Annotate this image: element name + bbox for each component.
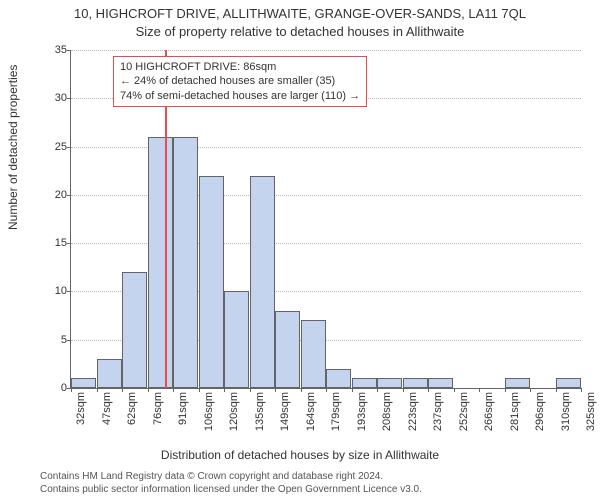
xtick-mark — [250, 388, 251, 392]
xtick-mark — [122, 388, 123, 392]
xtick-mark — [428, 388, 429, 392]
ytick-mark — [67, 243, 71, 244]
xtick-label: 164sqm — [305, 392, 317, 452]
ytick-label: 0 — [27, 382, 67, 394]
ytick-label: 10 — [27, 285, 67, 297]
histogram-bar — [377, 378, 402, 388]
histogram-bar — [122, 272, 147, 388]
xtick-label: 237sqm — [432, 392, 444, 452]
xtick-mark — [148, 388, 149, 392]
annotation-line3: 74% of semi-detached houses are larger (… — [120, 89, 360, 103]
xtick-mark — [275, 388, 276, 392]
xtick-mark — [173, 388, 174, 392]
footer-attribution: Contains HM Land Registry data © Crown c… — [40, 470, 580, 496]
histogram-bar — [71, 378, 96, 388]
xtick-mark — [377, 388, 378, 392]
xtick-label: 223sqm — [407, 392, 419, 452]
ytick-mark — [67, 98, 71, 99]
gridline — [71, 50, 581, 51]
ytick-label: 5 — [27, 334, 67, 346]
xtick-label: 135sqm — [254, 392, 266, 452]
xtick-label: 296sqm — [534, 392, 546, 452]
xtick-mark — [479, 388, 480, 392]
histogram-bar — [505, 378, 530, 388]
xtick-mark — [505, 388, 506, 392]
xtick-mark — [403, 388, 404, 392]
xtick-label: 91sqm — [177, 392, 189, 452]
y-axis-label: Number of detached properties — [6, 65, 20, 230]
ytick-label: 15 — [27, 237, 67, 249]
xtick-label: 325sqm — [585, 392, 597, 452]
xtick-mark — [454, 388, 455, 392]
xtick-label: 149sqm — [279, 392, 291, 452]
xtick-mark — [199, 388, 200, 392]
ytick-mark — [67, 147, 71, 148]
histogram-bar — [352, 378, 377, 388]
ytick-label: 25 — [27, 141, 67, 153]
chart-subtitle: Size of property relative to detached ho… — [0, 24, 600, 39]
annotation-box: 10 HIGHCROFT DRIVE: 86sqm← 24% of detach… — [113, 56, 367, 107]
xtick-mark — [352, 388, 353, 392]
chart-container: 10, HIGHCROFT DRIVE, ALLITHWAITE, GRANGE… — [0, 0, 600, 500]
footer-line2: Contains public sector information licen… — [40, 483, 580, 496]
xtick-label: 32sqm — [75, 392, 87, 452]
histogram-bar — [199, 176, 224, 388]
xtick-label: 179sqm — [330, 392, 342, 452]
histogram-bar — [403, 378, 428, 388]
histogram-bar — [224, 291, 249, 388]
xtick-mark — [224, 388, 225, 392]
ytick-label: 35 — [27, 44, 67, 56]
chart-title-address: 10, HIGHCROFT DRIVE, ALLITHWAITE, GRANGE… — [0, 6, 600, 21]
plot-inner: 0510152025303532sqm47sqm62sqm76sqm91sqm1… — [70, 50, 581, 389]
xtick-mark — [301, 388, 302, 392]
ytick-label: 20 — [27, 189, 67, 201]
histogram-bar — [275, 311, 300, 388]
xtick-mark — [326, 388, 327, 392]
ytick-label: 30 — [27, 92, 67, 104]
xtick-label: 252sqm — [458, 392, 470, 452]
xtick-label: 120sqm — [228, 392, 240, 452]
ytick-mark — [67, 50, 71, 51]
xtick-mark — [530, 388, 531, 392]
xtick-label: 47sqm — [101, 392, 113, 452]
xtick-label: 62sqm — [126, 392, 138, 452]
xtick-mark — [97, 388, 98, 392]
x-axis-label: Distribution of detached houses by size … — [0, 448, 600, 462]
xtick-label: 281sqm — [509, 392, 521, 452]
xtick-label: 106sqm — [203, 392, 215, 452]
histogram-bar — [556, 378, 581, 388]
xtick-label: 310sqm — [560, 392, 572, 452]
plot-area: 0510152025303532sqm47sqm62sqm76sqm91sqm1… — [70, 50, 580, 388]
xtick-label: 76sqm — [152, 392, 164, 452]
annotation-line1: 10 HIGHCROFT DRIVE: 86sqm — [120, 60, 360, 74]
xtick-label: 208sqm — [381, 392, 393, 452]
xtick-mark — [71, 388, 72, 392]
histogram-bar — [428, 378, 453, 388]
xtick-mark — [556, 388, 557, 392]
ytick-mark — [67, 195, 71, 196]
histogram-bar — [301, 320, 326, 388]
histogram-bar — [97, 359, 122, 388]
ytick-mark — [67, 291, 71, 292]
xtick-label: 193sqm — [356, 392, 368, 452]
histogram-bar — [250, 176, 275, 388]
xtick-mark — [581, 388, 582, 392]
xtick-label: 266sqm — [483, 392, 495, 452]
histogram-bar — [173, 137, 198, 388]
histogram-bar — [148, 137, 173, 388]
ytick-mark — [67, 340, 71, 341]
annotation-line2: ← 24% of detached houses are smaller (35… — [120, 74, 360, 88]
histogram-bar — [326, 369, 351, 388]
footer-line1: Contains HM Land Registry data © Crown c… — [40, 470, 580, 483]
